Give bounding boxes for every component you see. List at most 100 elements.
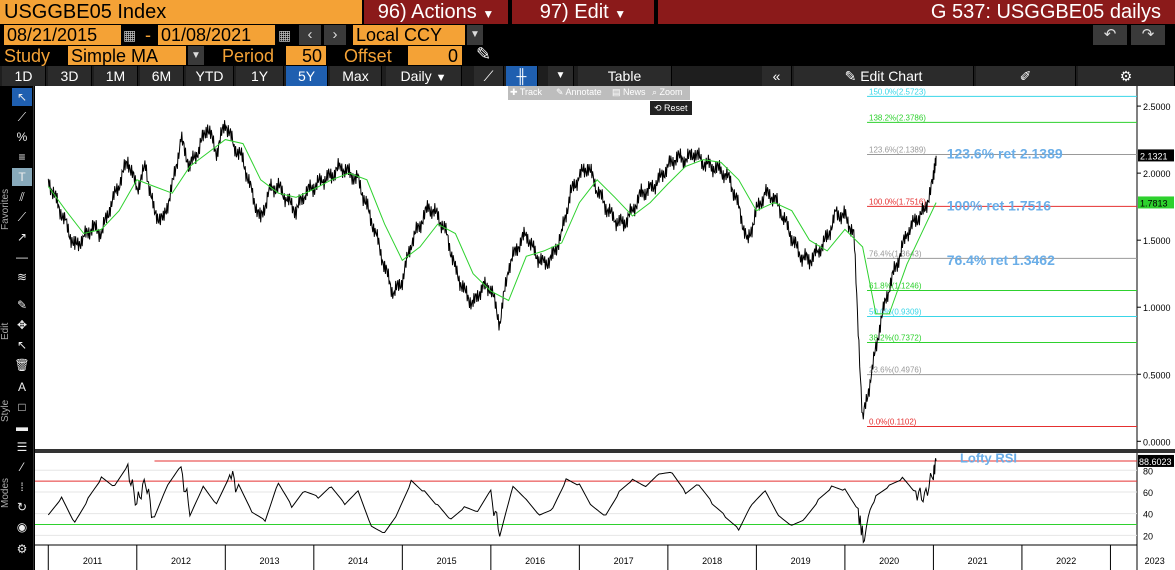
fib-level-label: 76.4%(1.3643) <box>869 249 922 258</box>
annotate-button[interactable]: ✎ Annotate <box>556 87 602 97</box>
date-dash: - <box>145 25 151 45</box>
font-icon[interactable]: A <box>17 380 26 394</box>
retracement-annotation: 76.4% ret 1.3462 <box>947 252 1055 268</box>
chevron-down-icon: ▼ <box>614 7 627 21</box>
trend-tool-icon[interactable]: ⟋ <box>17 210 27 224</box>
gear-icon[interactable]: ⚙ <box>1078 66 1175 86</box>
actions-menu-button[interactable]: 96) Actions ▼ <box>364 0 510 24</box>
edit-icon[interactable]: ✐ <box>976 66 1076 86</box>
edit-menu-button[interactable]: 97) Edit ▼ <box>512 0 656 24</box>
price-line <box>47 120 937 420</box>
start-date-field[interactable]: 08/21/2015 <box>4 25 121 45</box>
reset-button[interactable]: ⟲ Reset <box>650 101 692 115</box>
zoom-button[interactable]: ⌕ Zoom <box>652 87 683 97</box>
chevron-down-icon[interactable]: ▼ <box>548 66 574 86</box>
percent-tool-icon[interactable]: % <box>16 130 28 144</box>
panel-divider <box>35 449 1175 453</box>
edit-side-label: Edit <box>0 322 11 340</box>
channel-tool-icon[interactable]: ⫽ <box>19 190 25 204</box>
price-chart[interactable]: 2.5000 2.0000 1.5000 1.0000 0.5000 0.0000 150… <box>35 86 1175 570</box>
color-icon[interactable]: □ <box>18 400 26 414</box>
chevron-down-icon: ▼ <box>482 7 495 21</box>
table-button[interactable]: Table <box>578 66 672 86</box>
pencil-icon: ✎ <box>844 68 857 84</box>
fib-level-label: 38.2%(0.7372) <box>869 333 922 342</box>
fib-tool-icon[interactable]: ≡ <box>18 150 26 164</box>
select-icon[interactable]: ↖ <box>16 338 28 352</box>
undo-button[interactable]: ↶ <box>1093 25 1127 45</box>
rsi-last-tag <box>1138 454 1174 467</box>
fib-level-label: 50.0%(0.9309) <box>869 307 922 316</box>
calendar-icon[interactable]: ▦ <box>123 27 137 43</box>
offset-label: Offset <box>344 46 392 66</box>
fib-level-label: 61.8%(1.1246) <box>869 282 922 291</box>
tab-1y[interactable]: 1Y <box>236 66 284 86</box>
edit-label: 97) Edit <box>539 1 609 23</box>
fib-level-label: 123.6%(2.1389) <box>869 146 926 155</box>
bar-chart-icon[interactable]: ╫ <box>506 66 538 86</box>
grid-icon[interactable]: ⁞ <box>20 480 24 494</box>
fib-level-label: 150.0%(2.5723) <box>869 87 926 96</box>
fib-level-label: 138.2%(2.3786) <box>869 113 926 122</box>
ray-tool-icon[interactable]: ↗ <box>16 230 28 244</box>
calendar-icon[interactable]: ▦ <box>278 27 292 43</box>
trash-icon[interactable]: 🗑 <box>14 358 30 372</box>
tab-1m[interactable]: 1M <box>94 66 138 86</box>
tab-1d[interactable]: 1D <box>2 66 46 86</box>
period-field[interactable]: 50 <box>286 46 326 66</box>
tab-5y[interactable]: 5Y <box>286 66 328 86</box>
retracement-annotation: 123.6% ret 2.1389 <box>947 146 1063 162</box>
line-tool-icon[interactable]: ⟋ <box>17 110 27 124</box>
offset-field[interactable]: 0 <box>408 46 462 66</box>
collapse-icon[interactable]: « <box>762 66 792 86</box>
y-tick-label: 2.0000 <box>1143 169 1171 179</box>
palette-icon[interactable]: ◉ <box>16 520 28 534</box>
y-tick-label: 0.5000 <box>1143 370 1171 380</box>
edit-chart-button[interactable]: ✎ Edit Chart <box>794 66 974 86</box>
last-value-tag <box>1138 196 1174 209</box>
annotate-label: Annotate <box>565 87 602 97</box>
move-icon[interactable]: ✥ <box>16 318 28 332</box>
x-tick-label: 2019 <box>791 556 811 566</box>
study-select[interactable]: Simple MA <box>68 46 186 66</box>
y-tick-label: 1.0000 <box>1143 303 1171 313</box>
chevron-down-icon[interactable]: ▼ <box>467 25 483 45</box>
ticker-field[interactable]: USGGBE05 Index <box>0 0 362 24</box>
settings-icon[interactable]: ⚙ <box>16 542 28 556</box>
parallel-tool-icon[interactable]: ≋ <box>16 270 28 284</box>
chart-title: G 537: USGGBE05 dailys <box>658 0 1175 24</box>
study-label: Study <box>4 46 51 66</box>
prev-period-button[interactable]: ‹ <box>299 25 321 45</box>
chevron-down-icon[interactable]: ▼ <box>188 46 204 65</box>
refresh-icon[interactable]: ↻ <box>16 500 28 514</box>
chart-background <box>35 86 1175 570</box>
cursor-icon[interactable]: ↖ <box>12 88 32 106</box>
end-date-field[interactable]: 01/08/2021 <box>158 25 275 45</box>
pen-icon[interactable]: ✎ <box>476 44 492 64</box>
news-button[interactable]: ▤ News <box>612 87 646 97</box>
x-tick-label: 2013 <box>260 556 280 566</box>
tab-3d[interactable]: 3D <box>48 66 92 86</box>
text-tool-icon[interactable]: T <box>12 168 32 186</box>
line-style-icon[interactable]: ▬ <box>16 420 28 434</box>
draw-tool-icon[interactable]: ✎ <box>16 298 28 312</box>
y-axis-panel <box>1137 86 1175 570</box>
redo-button[interactable]: ↷ <box>1131 25 1165 45</box>
tab-max[interactable]: Max <box>330 66 382 86</box>
track-button[interactable]: ✚ Track <box>510 87 543 97</box>
tab-6m[interactable]: 6M <box>140 66 184 86</box>
tab-ytd[interactable]: YTD <box>186 66 234 86</box>
x-tick-label: 2015 <box>437 556 457 566</box>
line-chart-icon[interactable]: ⟋ <box>474 66 504 86</box>
line-weight-icon[interactable]: ☰ <box>16 440 28 454</box>
currency-select[interactable]: Local CCY <box>353 25 465 45</box>
retracement-annotation: 100% ret 1.7516 <box>947 197 1052 213</box>
crosshair-icon[interactable]: ⁄ <box>20 460 23 474</box>
title-bar: USGGBE05 Index 96) Actions ▼ 97) Edit ▼ … <box>0 0 1175 24</box>
next-period-button[interactable]: › <box>324 25 346 45</box>
favorites-label: Favorites <box>0 189 11 230</box>
rsi-last-label: 88.6023 <box>1139 457 1172 467</box>
hline-tool-icon[interactable]: — <box>16 250 28 264</box>
frequency-select[interactable]: Daily ▼ <box>386 66 462 86</box>
modes-label: Modes <box>0 478 11 508</box>
